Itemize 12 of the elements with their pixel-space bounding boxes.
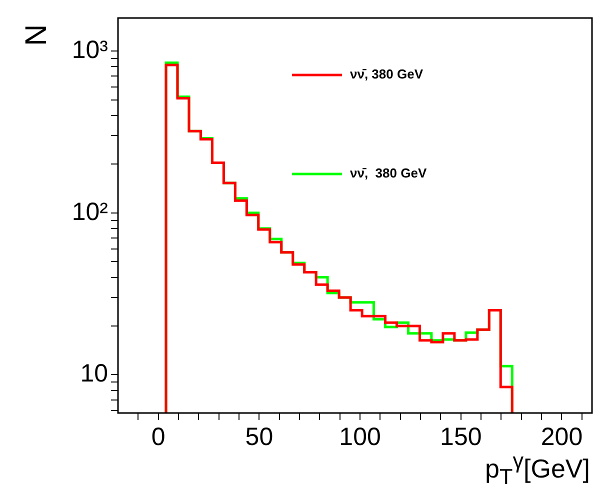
x-tick-label: 200 bbox=[540, 422, 583, 451]
legend-label: νν̄, 380 GeV bbox=[350, 166, 427, 181]
x-tick-label: 150 bbox=[440, 422, 482, 451]
x-axis-title: p$_{T}$$^{γ}$[GeV] bbox=[484, 448, 590, 489]
x-tick-label: 0 bbox=[151, 422, 166, 451]
y-tick-label: 10² bbox=[72, 198, 108, 226]
legend-label: νν̄, 380 GeV bbox=[350, 66, 424, 82]
x-tick-label: 50 bbox=[245, 422, 274, 451]
y-tick-label: 10³ bbox=[72, 36, 108, 64]
y-axis-title: N bbox=[20, 24, 53, 46]
x-tick-label: 100 bbox=[339, 422, 381, 451]
y-tick-label: 10 bbox=[80, 360, 108, 388]
